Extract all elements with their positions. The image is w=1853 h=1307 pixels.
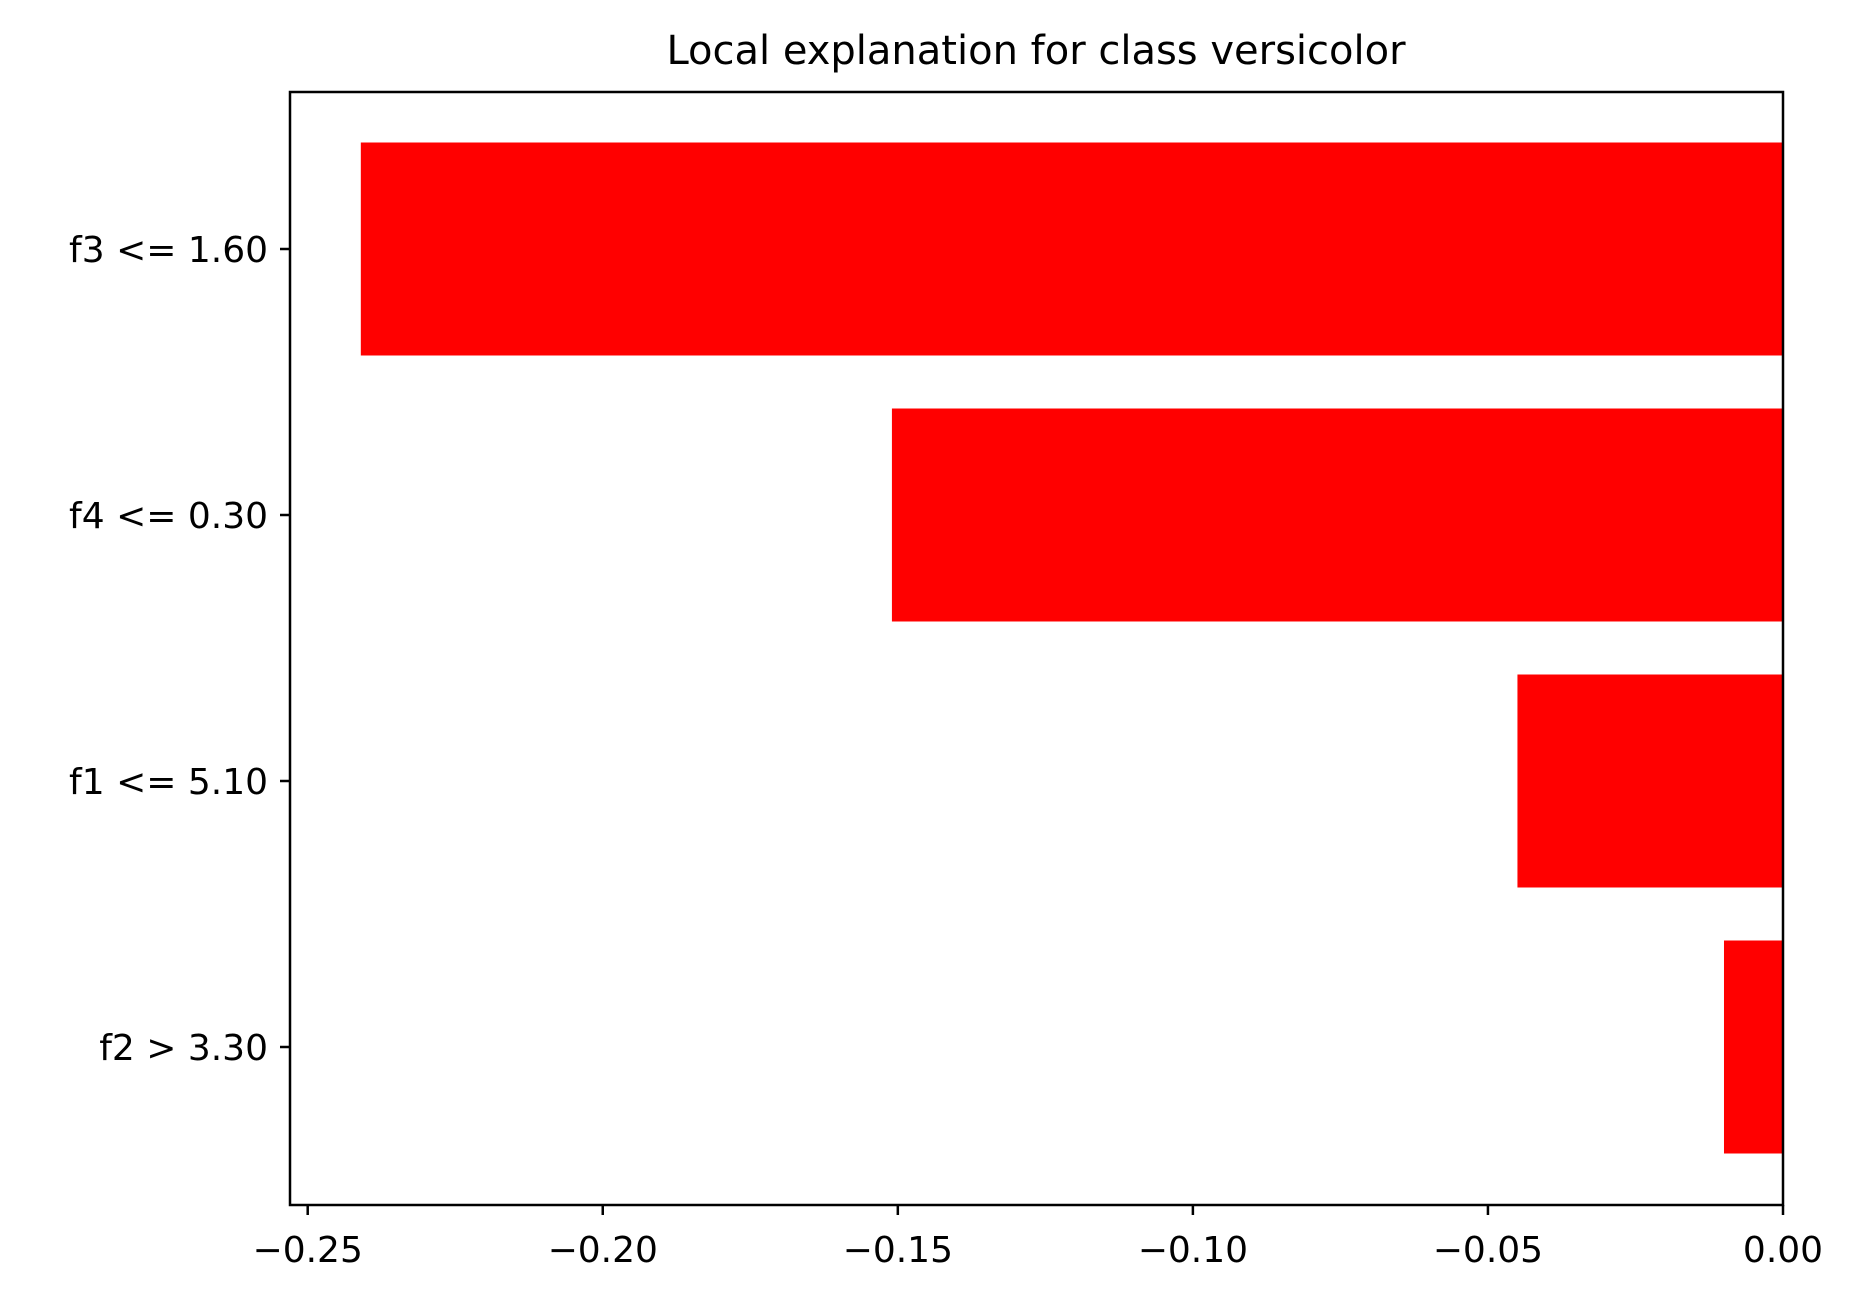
x-tick-label: 0.00 [1743, 1230, 1823, 1271]
x-axis: −0.25 −0.20 −0.15 −0.10 −0.05 0.00 [253, 1205, 1823, 1271]
y-tick-label: f3 <= 1.60 [69, 230, 268, 271]
bar-2 [891, 408, 1783, 622]
x-tick-label: −0.10 [1138, 1230, 1248, 1271]
bar-3 [1517, 674, 1783, 888]
y-tick-label: f2 > 3.30 [99, 1028, 268, 1069]
bars-layer [360, 142, 1784, 1154]
bar-4 [1723, 940, 1783, 1154]
y-tick-label: f4 <= 0.30 [69, 496, 268, 537]
plot-frame [288, 90, 1785, 1207]
y-axis: f3 <= 1.60 f4 <= 0.30 f1 <= 5.10 f2 > 3.30 [69, 230, 290, 1069]
x-tick-label: −0.20 [548, 1230, 658, 1271]
x-tick-label: −0.25 [253, 1230, 363, 1271]
x-tick-label: −0.15 [843, 1230, 953, 1271]
y-tick-label: f1 <= 5.10 [69, 762, 268, 803]
bar-1 [360, 142, 1784, 356]
chart-title: Local explanation for class versicolor [666, 28, 1406, 74]
x-tick-label: −0.05 [1433, 1230, 1543, 1271]
